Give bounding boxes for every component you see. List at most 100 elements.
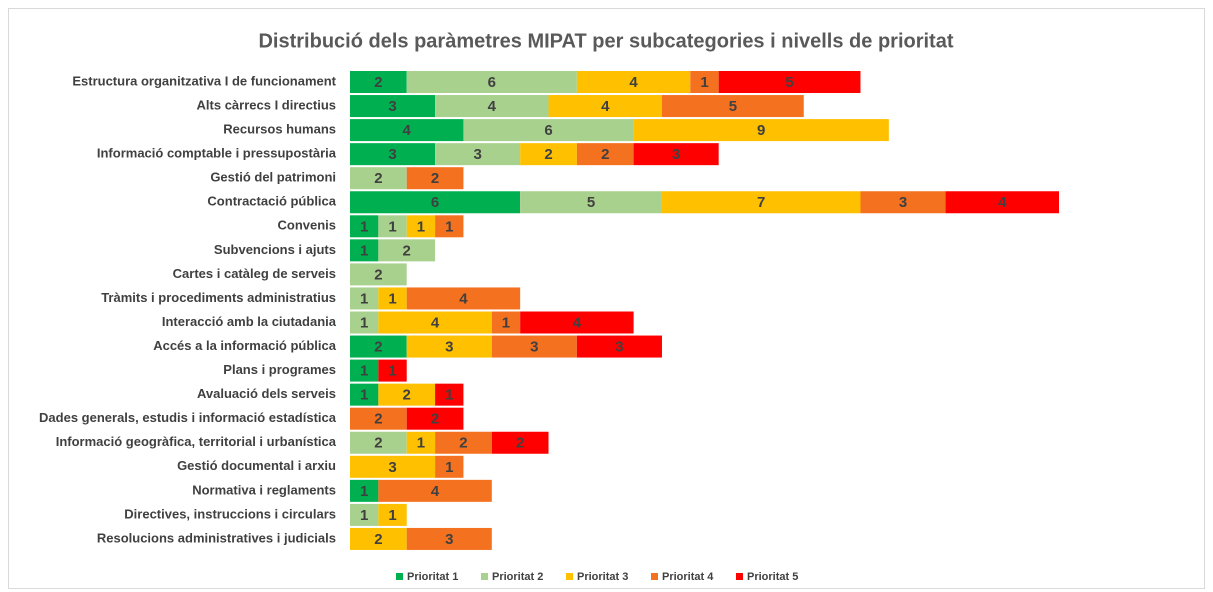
y-tick-label: Alts càrrecs I directius [197,97,336,112]
value-label: 3 [445,339,453,356]
value-label: 2 [374,339,382,356]
bar-segment [690,71,719,93]
value-label: 2 [374,411,382,428]
value-label: 4 [629,74,638,91]
bar-segment [350,167,407,190]
bar-segment [633,119,889,142]
value-label: 1 [360,483,368,500]
y-tick-label: Subvencions i ajuts [214,242,336,257]
value-label: 1 [388,290,396,307]
value-label: 2 [374,435,382,452]
bar-segment [406,215,436,238]
bar-segment [491,335,577,358]
bar-segment [378,311,492,334]
value-label: 9 [757,122,765,139]
value-label: 1 [388,218,396,235]
value-label: 1 [700,74,708,91]
y-tick-label: Resolucions administratives i judicials [97,530,336,545]
value-label: 3 [530,339,538,356]
value-label: 1 [360,363,368,380]
bar-segment [945,191,1059,214]
bar-segment [520,191,662,214]
value-label: 3 [899,194,907,211]
y-tick-label: Contractació pública [207,194,336,209]
value-label: 2 [544,146,552,163]
value-label: 3 [445,531,453,548]
bar-segment [350,215,379,238]
y-tick-label: Cartes i catàleg de serveis [173,266,336,281]
y-tick-label: Directives, instruccions i circulars [124,506,336,521]
bar-segment [406,431,436,454]
value-label: 5 [785,74,793,91]
value-label: 1 [360,314,368,331]
value-label: 1 [388,363,396,380]
value-label: 2 [403,242,411,259]
value-label: 5 [587,194,595,211]
value-label: 1 [502,314,510,331]
y-tick-label: Tràmits i procediments administratius [101,290,336,305]
bar-segment [350,287,379,310]
value-label: 3 [388,98,396,115]
value-label: 2 [431,411,439,428]
value-label: 3 [388,146,396,163]
bar-segment [350,71,407,93]
bar-segment [350,335,407,358]
bar-segment [435,215,464,238]
bar-segment [661,95,804,118]
bar-segment [406,167,464,190]
value-label: 1 [360,507,368,524]
bar-segment [350,383,379,406]
value-label: 2 [374,266,382,283]
value-label: 2 [601,146,609,163]
bar-segment [406,287,521,310]
legend-label: Prioritat 2 [492,571,543,583]
y-tick-label: Dades generals, estudis i informació est… [39,410,337,425]
bar-segment [350,191,521,214]
y-tick-label: Convenis [277,218,336,233]
bar-segment [520,311,634,334]
value-label: 2 [431,170,439,187]
bar-segment [435,95,549,118]
bar-segment [406,527,492,550]
y-tick-label: Informació comptable i pressupostària [97,146,337,161]
bar-segment [350,431,407,454]
bar-segment [576,71,691,93]
legend-label: Prioritat 1 [407,571,458,583]
value-label: 1 [445,218,453,235]
bar-segment [378,287,407,310]
y-tick-label: Recursos humans [223,122,336,137]
value-label: 4 [998,194,1007,211]
value-label: 1 [445,387,453,404]
value-label: 2 [374,74,382,91]
value-label: 6 [431,194,439,211]
value-label: 1 [360,242,368,259]
y-tick-label: Gestió del patrimoni [210,170,336,185]
value-label: 4 [601,98,610,115]
y-tick-label: Avaluació dels serveis [197,386,336,401]
bar-segment [548,95,662,118]
legend-swatch [396,573,403,580]
value-label: 4 [403,122,412,139]
y-tick-label: Plans i programes [223,362,336,377]
value-label: 4 [488,98,497,115]
y-tick-label: Accés a la informació pública [153,338,337,353]
value-label: 3 [672,146,680,163]
bar-segment [350,503,379,526]
value-label: 3 [615,339,623,356]
bar-segment [860,191,946,214]
bar-segment [435,455,464,478]
y-tick-label: Normativa i reglaments [192,482,336,497]
y-tick-label: Interacció amb la ciutadania [162,314,337,329]
bar-segment [435,431,492,454]
bar-segment [378,479,492,502]
bar-segment [350,455,436,478]
value-label: 2 [516,435,524,452]
bar-segment [463,119,634,142]
bar-segment [350,143,436,166]
bar-segment [718,71,861,93]
bar-segment [576,335,662,358]
value-label: 6 [544,122,552,139]
bar-segment [406,71,577,93]
bar-segment [350,311,379,334]
